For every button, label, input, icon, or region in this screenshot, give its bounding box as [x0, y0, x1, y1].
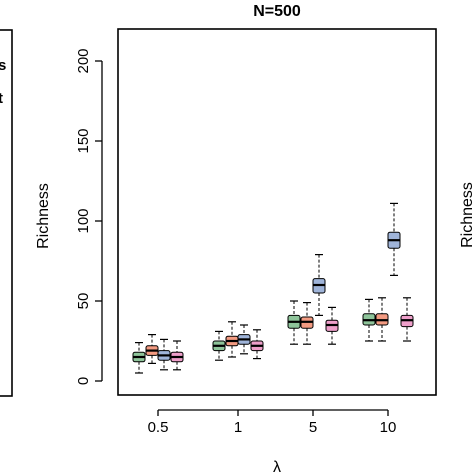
y-tick-label: 0 — [75, 377, 92, 385]
right-panel-y-axis-title: Richness — [459, 182, 474, 248]
y-axis: 0 50 100 150 200 — [75, 48, 103, 385]
x-tick-label: 5 — [309, 419, 317, 436]
right-panel-fragment: Richness — [459, 182, 474, 248]
y-tick-label: 50 — [75, 293, 92, 310]
left-panel-fragment — [0, 29, 13, 397]
box-plot — [400, 297, 414, 342]
box-plot — [325, 306, 339, 345]
box-plot — [170, 340, 184, 371]
box-plot — [225, 321, 239, 358]
box-plot — [312, 254, 326, 316]
left-panel-label: s — [0, 57, 6, 74]
box-plot — [212, 330, 226, 361]
left-panel-label: t — [0, 90, 3, 107]
y-tick-label: 200 — [75, 48, 92, 73]
y-tick-label: 150 — [75, 128, 92, 153]
x-tick-label: 0.5 — [148, 419, 169, 436]
box-plot — [362, 298, 376, 342]
box-plot — [375, 297, 389, 342]
box-plot — [287, 300, 301, 345]
box-plot — [237, 324, 251, 355]
y-tick-label: 100 — [75, 208, 92, 233]
box-plot — [132, 342, 146, 374]
x-axis-title: λ — [273, 459, 281, 474]
box-plot — [250, 329, 264, 360]
x-tick-label: 1 — [234, 419, 242, 436]
box-plot — [157, 338, 171, 371]
box-plot — [300, 302, 314, 345]
box-plot — [145, 334, 159, 364]
plot-title: N=500 — [253, 3, 301, 20]
box-series-group — [132, 202, 414, 374]
box-plot — [387, 202, 401, 276]
y-axis-title: Richness — [35, 183, 52, 249]
x-axis: 0.5 1 5 10 — [148, 409, 397, 436]
x-tick-label: 10 — [380, 419, 397, 436]
plot-frame — [117, 28, 437, 396]
